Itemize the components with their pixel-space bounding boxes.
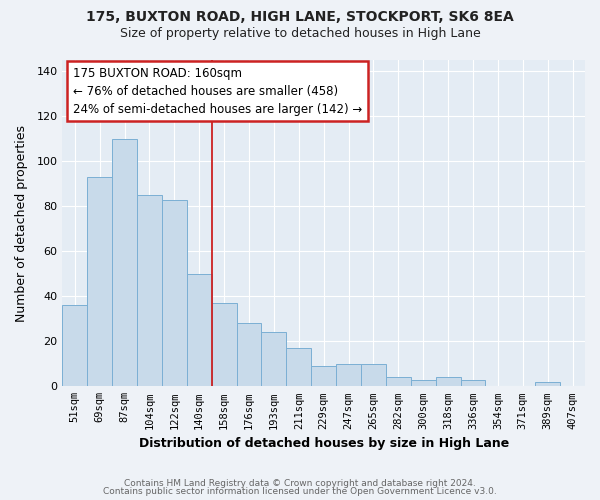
Bar: [461, 380, 485, 386]
Text: 175, BUXTON ROAD, HIGH LANE, STOCKPORT, SK6 8EA: 175, BUXTON ROAD, HIGH LANE, STOCKPORT, …: [86, 10, 514, 24]
Text: 175 BUXTON ROAD: 160sqm
← 76% of detached houses are smaller (458)
24% of semi-d: 175 BUXTON ROAD: 160sqm ← 76% of detache…: [73, 66, 362, 116]
Bar: [386, 378, 411, 386]
Bar: [62, 306, 87, 386]
Bar: [137, 195, 162, 386]
Bar: [112, 139, 137, 386]
Text: Size of property relative to detached houses in High Lane: Size of property relative to detached ho…: [119, 28, 481, 40]
Bar: [187, 274, 212, 386]
Bar: [311, 366, 336, 386]
Text: Contains HM Land Registry data © Crown copyright and database right 2024.: Contains HM Land Registry data © Crown c…: [124, 478, 476, 488]
Y-axis label: Number of detached properties: Number of detached properties: [15, 124, 28, 322]
Bar: [162, 200, 187, 386]
Bar: [361, 364, 386, 386]
Bar: [411, 380, 436, 386]
X-axis label: Distribution of detached houses by size in High Lane: Distribution of detached houses by size …: [139, 437, 509, 450]
Bar: [286, 348, 311, 387]
Bar: [262, 332, 286, 386]
Bar: [436, 378, 461, 386]
Bar: [212, 303, 236, 386]
Bar: [236, 324, 262, 386]
Text: Contains public sector information licensed under the Open Government Licence v3: Contains public sector information licen…: [103, 487, 497, 496]
Bar: [87, 177, 112, 386]
Bar: [336, 364, 361, 386]
Bar: [535, 382, 560, 386]
